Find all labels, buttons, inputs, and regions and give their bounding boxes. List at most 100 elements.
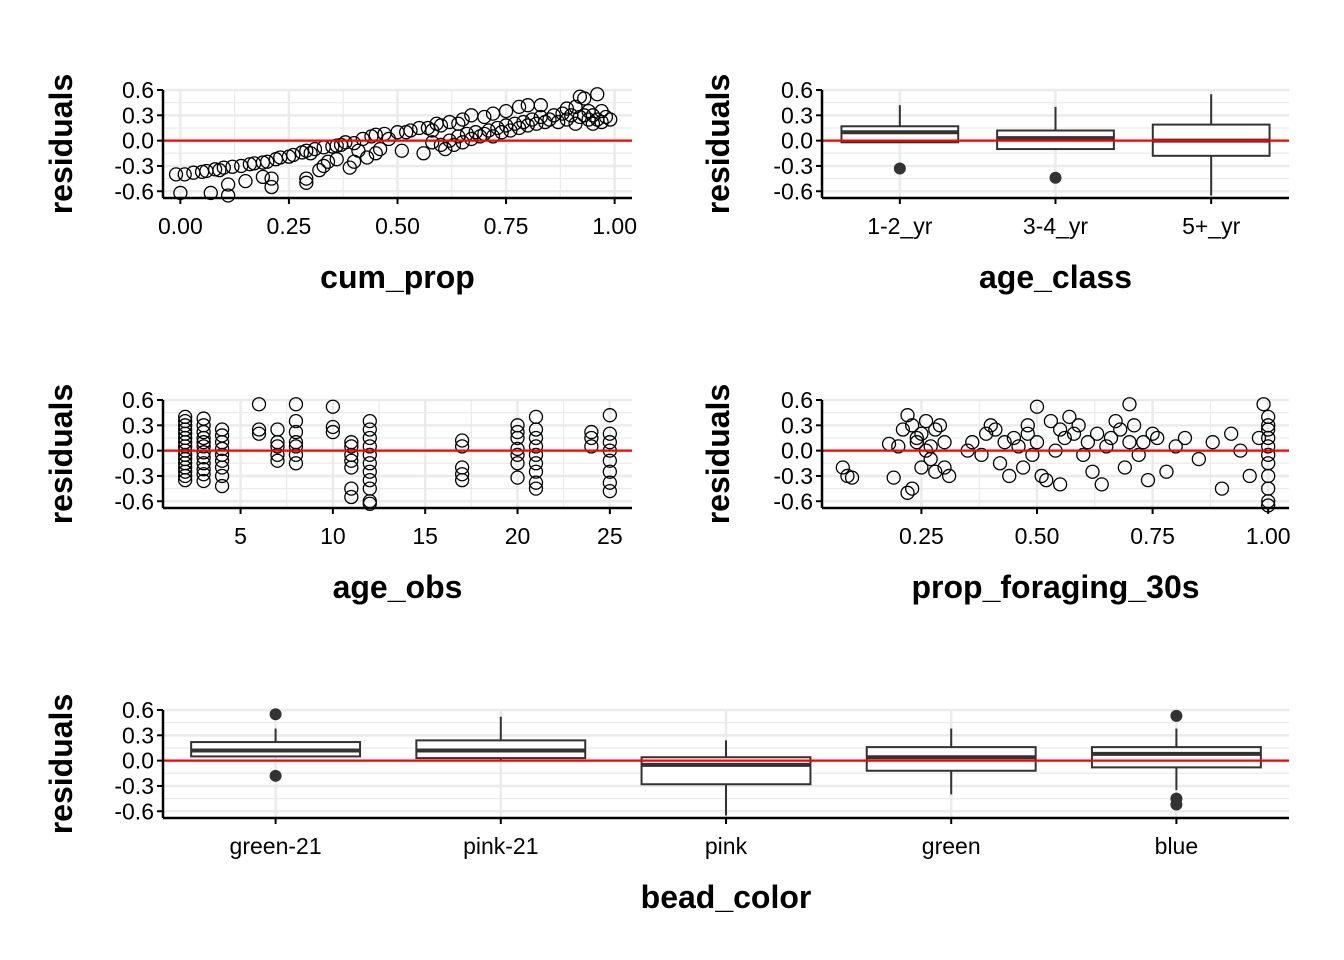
data-point — [905, 481, 920, 496]
box-blue — [1090, 709, 1262, 811]
data-point — [528, 475, 544, 490]
y-tick-label: 0.3 — [781, 102, 813, 128]
data-point — [344, 439, 359, 454]
x-tick-label: green-21 — [230, 833, 322, 859]
data-point — [900, 408, 915, 423]
data-point — [1057, 430, 1072, 446]
x-tick-label: 0.25 — [899, 523, 944, 549]
data-point — [1062, 409, 1077, 425]
data-point — [997, 435, 1012, 450]
x-tick-label: pink-21 — [463, 833, 538, 859]
data-point — [577, 91, 592, 106]
data-point — [528, 422, 544, 437]
data-point — [1224, 426, 1239, 441]
data-point — [1256, 397, 1271, 412]
data-point — [344, 489, 359, 505]
x-tick-label: 0.00 — [158, 213, 203, 239]
data-point — [196, 439, 211, 454]
data-point — [270, 447, 285, 462]
x-tick-label: 25 — [597, 523, 623, 549]
data-point — [362, 439, 377, 454]
data-point — [577, 108, 592, 123]
y-tick-label: 0.3 — [122, 102, 154, 128]
data-point — [346, 136, 362, 151]
data-point — [1029, 399, 1045, 414]
x-tick-label: 0.75 — [484, 213, 529, 239]
outlier-point — [1049, 171, 1062, 184]
data-point — [909, 430, 924, 446]
y-tick-label: 0.3 — [781, 412, 813, 438]
x-tick-label: 1-2_yr — [867, 213, 933, 239]
data-point — [485, 129, 501, 144]
data-point — [1052, 477, 1068, 492]
x-tick-label: 5+_yr — [1182, 213, 1241, 239]
data-point — [344, 481, 359, 496]
data-point — [355, 131, 370, 147]
data-point — [594, 114, 609, 130]
data-point — [1126, 418, 1142, 433]
data-point — [312, 163, 327, 178]
data-point — [1205, 435, 1220, 450]
data-point — [454, 439, 470, 454]
x-tick-label: 0.25 — [267, 213, 312, 239]
data-point — [1020, 426, 1035, 441]
data-point — [1029, 435, 1045, 450]
data-point — [214, 460, 230, 475]
data-point — [485, 106, 501, 121]
data-point — [196, 462, 211, 477]
panel-age_obs: 0.60.30.0-0.3-0.6 5 10 15 20 25 age_obs residua… — [43, 384, 632, 605]
data-point — [477, 126, 492, 142]
y-tick-label: -0.6 — [114, 798, 154, 824]
data-point — [403, 123, 418, 138]
x-tick-label: 1.00 — [592, 213, 637, 239]
data-point — [446, 137, 462, 152]
data-point — [1020, 418, 1035, 433]
y-axis-title: residuals — [700, 74, 736, 215]
data-point — [510, 447, 525, 462]
data-point — [251, 397, 267, 412]
data-point — [886, 470, 901, 485]
data-point — [368, 146, 383, 161]
data-point — [1145, 426, 1160, 441]
box-3-4_yr — [996, 106, 1115, 184]
y-tick-label: 0.0 — [781, 128, 813, 154]
data-point — [542, 112, 557, 127]
data-point — [1261, 430, 1276, 446]
data-point — [937, 460, 952, 475]
x-axis-title: bead_color — [641, 879, 812, 915]
y-tick-label: -0.3 — [114, 773, 154, 799]
data-point — [1025, 447, 1040, 462]
data-point — [551, 114, 566, 130]
data-point — [394, 143, 409, 158]
data-point — [974, 447, 989, 462]
outlier-point — [269, 708, 282, 721]
data-point — [918, 413, 934, 429]
data-point — [316, 158, 331, 174]
outlier-point — [1170, 709, 1183, 722]
x-tick-label: 0.50 — [1015, 523, 1060, 549]
data-point — [1066, 426, 1082, 441]
data-point — [1052, 422, 1068, 437]
y-tick-label: 0.0 — [781, 438, 813, 464]
data-point — [438, 141, 453, 157]
data-point — [362, 430, 377, 446]
data-point — [178, 473, 193, 488]
data-point — [214, 478, 230, 494]
x-tick-label: 5 — [234, 523, 247, 549]
data-point — [238, 173, 253, 189]
x-tick-label: 1.00 — [1246, 523, 1291, 549]
data-point — [216, 160, 231, 175]
data-point — [1177, 430, 1193, 446]
data-point — [844, 470, 860, 485]
data-point — [196, 424, 211, 440]
data-point — [932, 418, 948, 433]
data-point — [1006, 430, 1022, 446]
y-tick-label: 0.6 — [781, 387, 813, 413]
data-point — [937, 435, 952, 450]
data-point — [510, 430, 525, 446]
x-tick-label: 15 — [412, 523, 438, 549]
data-point — [1122, 397, 1137, 412]
x-axis-title: prop_foraging_30s — [911, 569, 1199, 605]
data-point — [510, 441, 525, 457]
x-tick-label: 10 — [320, 523, 346, 549]
